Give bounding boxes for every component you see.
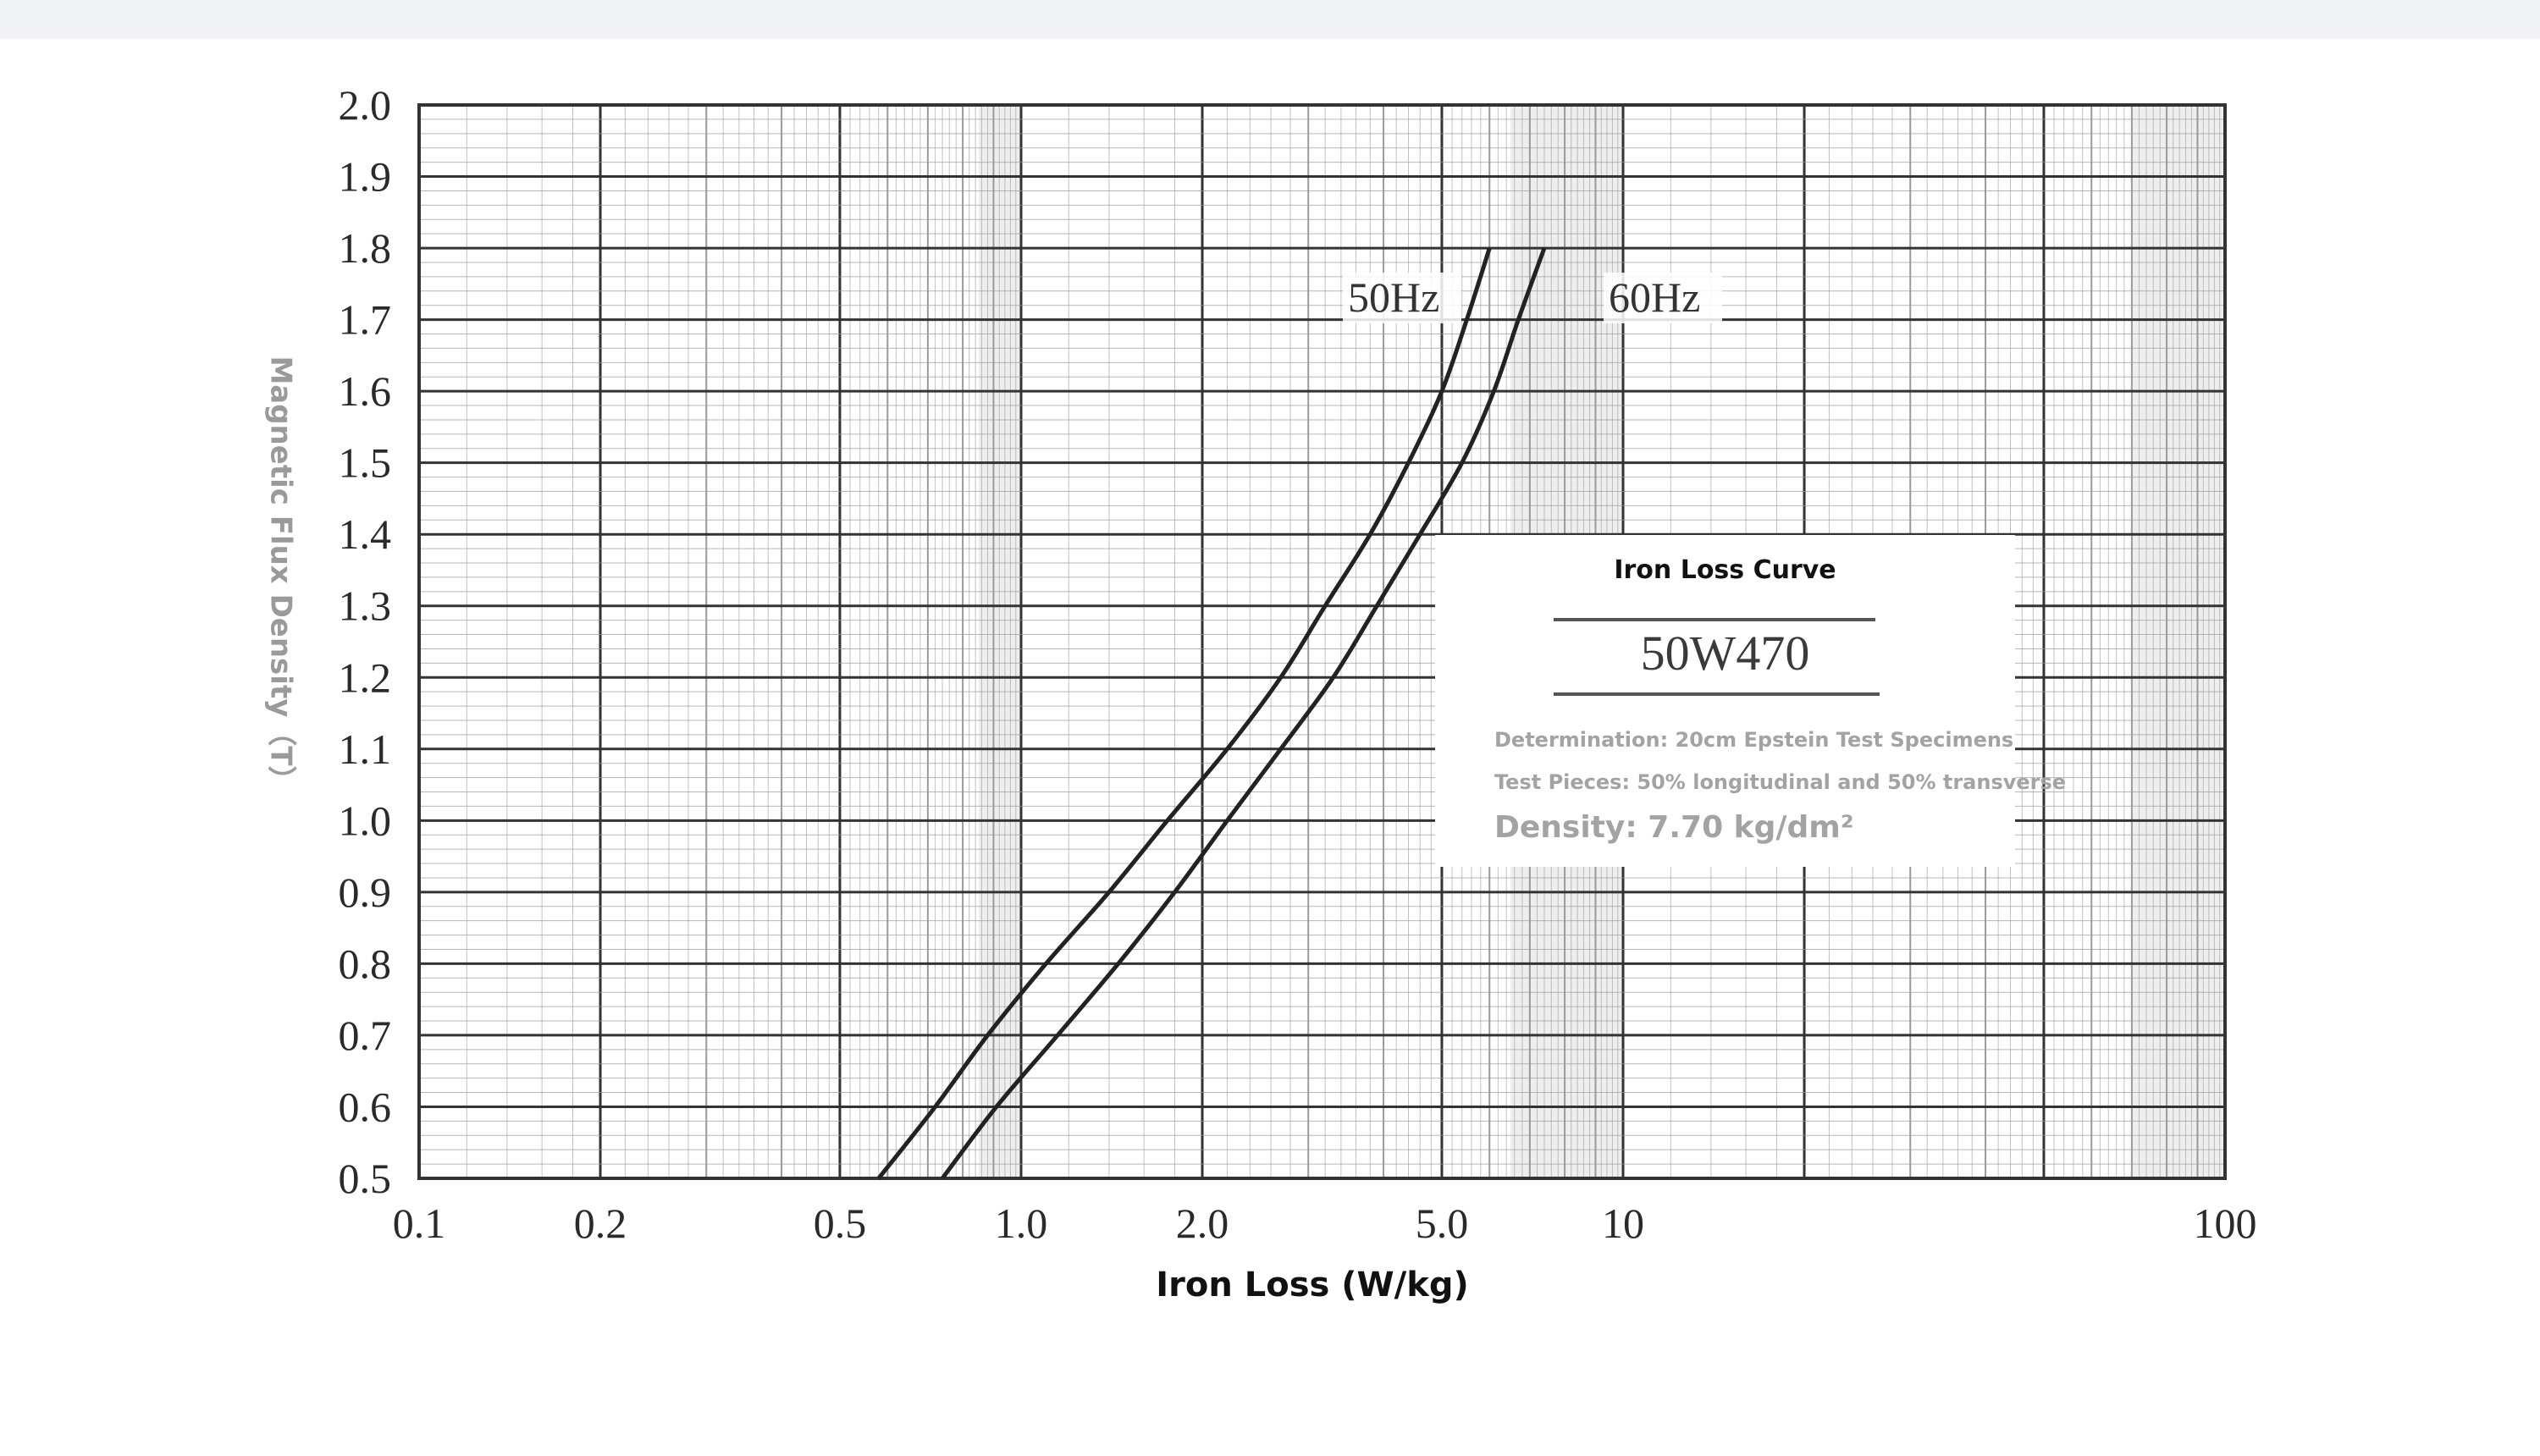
- x-tick-label: 1.0: [995, 1200, 1048, 1247]
- x-axis-label: Iron Loss (W/kg): [1156, 1266, 1469, 1304]
- y-tick-label: 2.0: [339, 81, 392, 129]
- y-tick-label: 1.6: [339, 367, 392, 415]
- y-tick-labels: 0.5 0.6 0.7 0.8 0.9 1.0 1.1 1.2 1.3 1.4 1.5 1.6 1.7 1…: [339, 81, 392, 1202]
- y-tick-label: 1.9: [339, 153, 392, 201]
- series-label-bg: [1604, 273, 1722, 323]
- x-tick-label: 10: [1602, 1200, 1644, 1247]
- info-determination: Determination: 20cm Epstein Test Specime…: [1494, 728, 2014, 752]
- y-tick-label: 0.6: [339, 1083, 392, 1130]
- info-density: Density: 7.70 kg/dm²: [1494, 810, 1854, 845]
- y-tick-label: 0.5: [339, 1155, 392, 1202]
- info-rule-top: [1554, 618, 1875, 621]
- y-tick-label: 1.7: [339, 296, 392, 344]
- series-label-50hz: 50Hz: [1348, 273, 1439, 321]
- info-test-pieces: Test Pieces: 50% longitudinal and 50% tr…: [1494, 770, 2067, 794]
- plot-frame: [417, 103, 2227, 1180]
- y-tick-label: 0.9: [339, 869, 392, 916]
- x-tick-labels: 0.1 0.2 0.5 1.0 2.0 5.0 10 100: [393, 1200, 2257, 1247]
- x-tick-label: 2.0: [1176, 1200, 1229, 1247]
- series-line-50hz: [876, 247, 1492, 1180]
- y-tick-label: 1.8: [339, 224, 392, 272]
- y-axis-label: Magnetic Flux Density（T）: [263, 356, 298, 795]
- info-title: Iron Loss Curve: [1614, 555, 1836, 585]
- y-tick-label: 0.8: [339, 940, 392, 987]
- series-label-bg: [1343, 273, 1461, 323]
- y-tick-label: 1.3: [339, 582, 392, 630]
- x-tick-label: 0.5: [814, 1200, 867, 1247]
- series-labels: 50Hz 60Hz: [1343, 273, 1722, 323]
- y-tick-label: 1.5: [339, 439, 392, 487]
- shade-band-2: [2131, 105, 2225, 1178]
- y-tick-label: 0.7: [339, 1012, 392, 1059]
- series-label-60hz: 60Hz: [1609, 273, 1700, 321]
- info-rule-bottom: [1554, 692, 1880, 696]
- info-grade: 50W470: [1640, 626, 1810, 681]
- y-tick-label: 1.2: [339, 654, 392, 701]
- x-tick-label: 5.0: [1416, 1200, 1469, 1247]
- y-tick-label: 1.0: [339, 797, 392, 844]
- info-box: Iron Loss Curve 50W470 Determination: 20…: [1435, 535, 2066, 867]
- top-bar: [0, 0, 2540, 39]
- series-layer: [876, 247, 1547, 1180]
- series-line-60hz: [941, 247, 1547, 1180]
- y-tick-label: 1.1: [339, 725, 392, 773]
- x-tick-label: 100: [2194, 1200, 2257, 1247]
- y-tick-label: 1.4: [339, 510, 392, 558]
- x-tick-label: 0.1: [393, 1200, 446, 1247]
- x-tick-label: 0.2: [574, 1200, 627, 1247]
